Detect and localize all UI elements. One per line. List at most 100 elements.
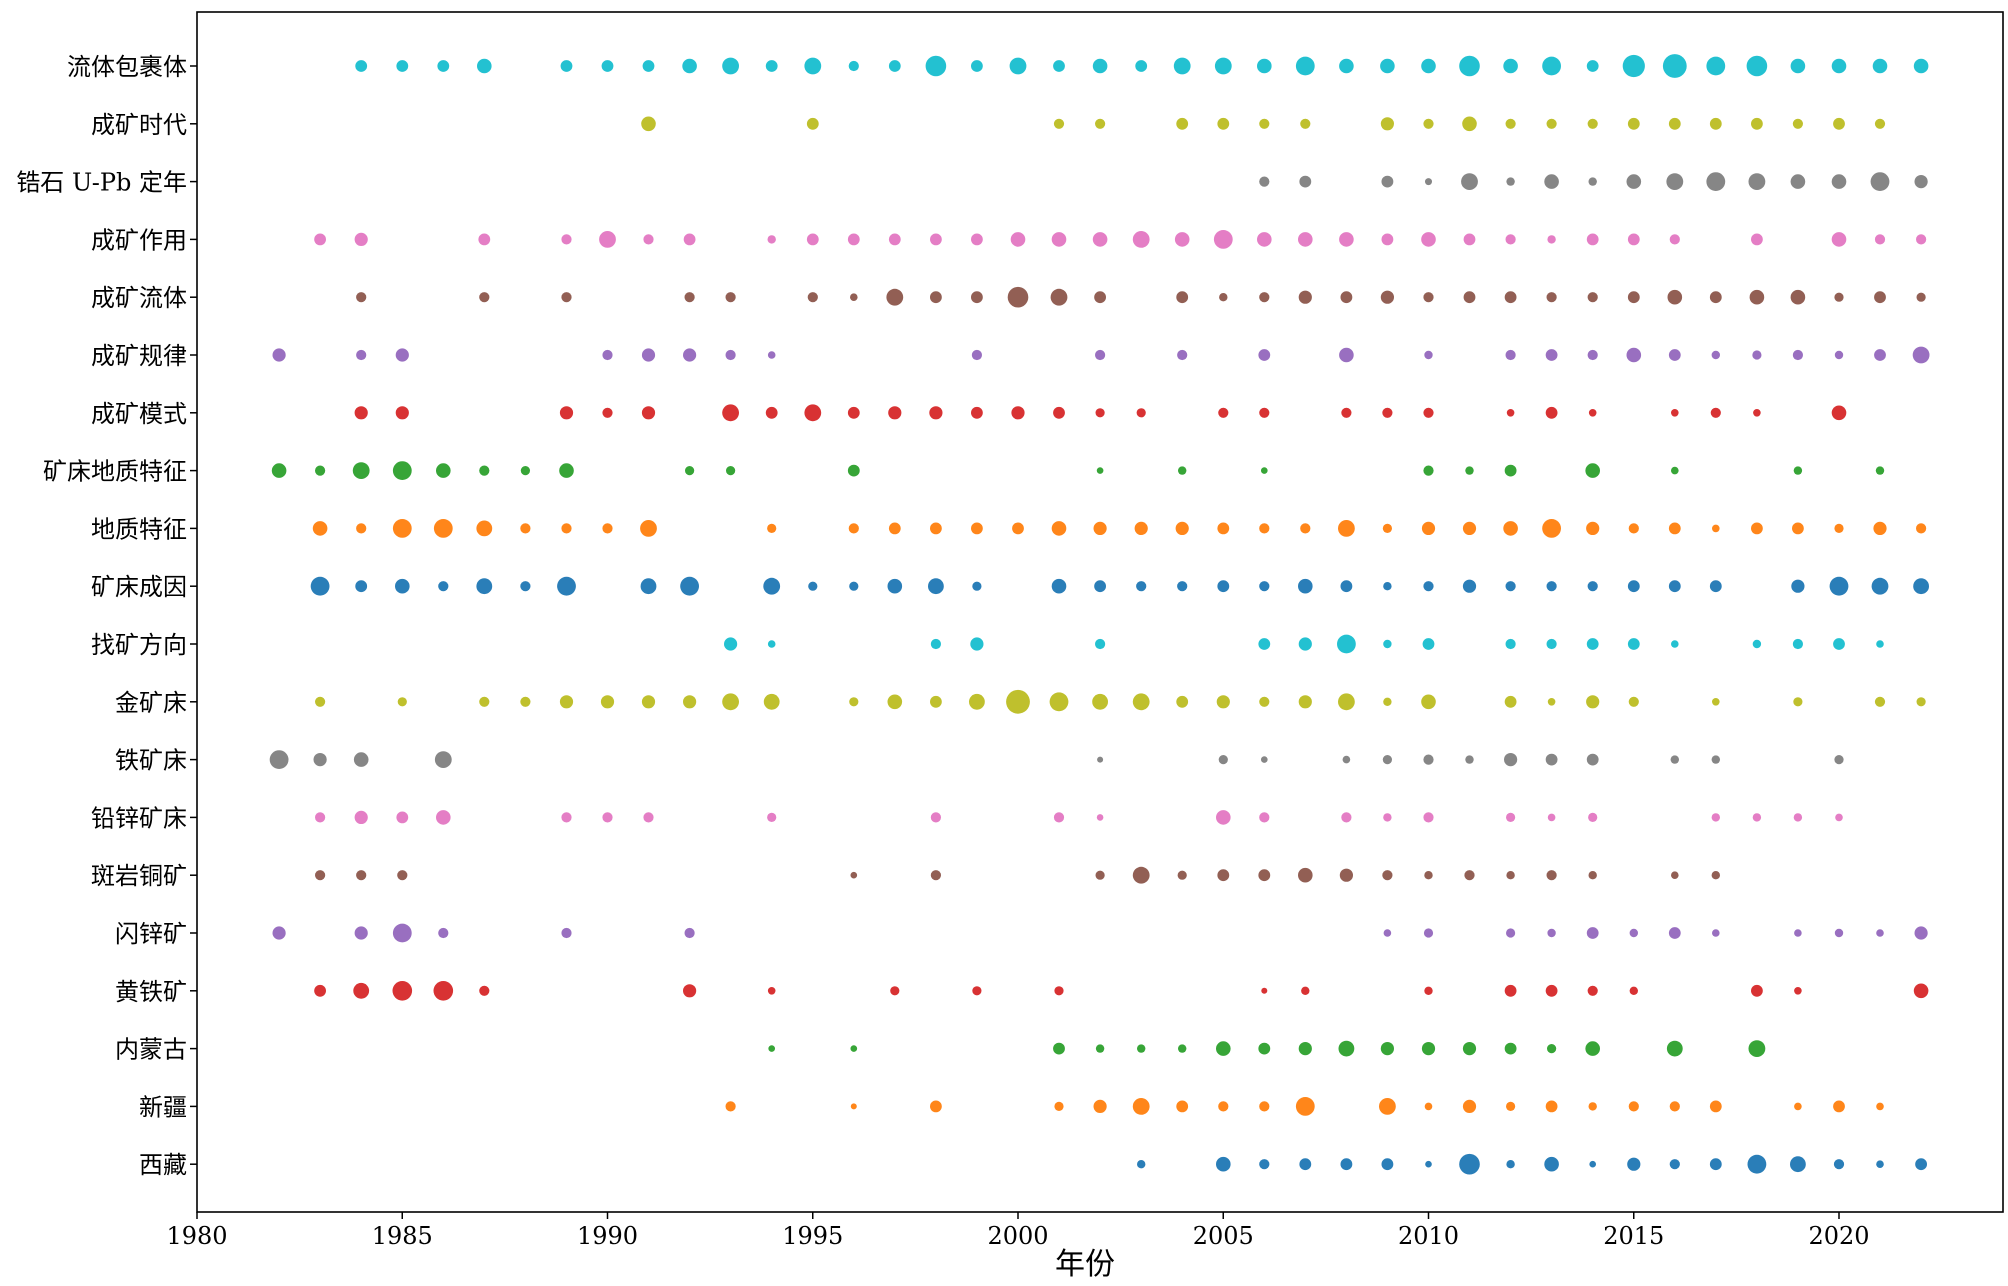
y-tick-label: 流体包裹体 [67, 53, 187, 81]
bubble-point [726, 466, 736, 476]
bubble-point [1662, 54, 1687, 78]
bubble-point [479, 985, 490, 996]
y-tick-label: 地质特征 [91, 515, 187, 543]
bubble-point [925, 55, 947, 77]
bubble-point [1628, 523, 1639, 534]
bubble-point [1709, 117, 1722, 130]
x-tick-label: 2005 [1193, 1222, 1254, 1250]
bubble-point [1423, 118, 1434, 129]
bubble-point [1341, 407, 1352, 418]
bubble-point [1339, 58, 1354, 74]
bubble-point [559, 695, 574, 709]
bubble-point [1094, 580, 1106, 593]
bubble-point [847, 406, 860, 419]
bubble-point [1545, 984, 1558, 997]
bubble-point [1176, 695, 1189, 708]
bubble-point [725, 349, 736, 361]
bubble-point [1506, 928, 1516, 938]
bubble-point [888, 60, 901, 72]
bubble-point [392, 923, 412, 943]
bubble-point [684, 292, 695, 303]
bubble-point [725, 292, 736, 303]
bubble-point [1790, 58, 1806, 74]
bubble-point [1622, 54, 1645, 78]
bubble-point [1833, 1100, 1845, 1113]
bubble-point [1175, 521, 1189, 536]
bubble-point [392, 519, 412, 538]
bubble-point [1381, 175, 1394, 188]
bubble-point [557, 576, 576, 596]
y-tick-label: 斑岩铜矿 [91, 862, 187, 890]
bubble-point [1424, 871, 1433, 880]
bubble-point [682, 58, 697, 74]
bubble-point [1506, 177, 1515, 186]
bubble-point [1051, 521, 1067, 536]
bubble-point [355, 580, 368, 593]
bubble-point [1421, 58, 1436, 74]
bubble-point [353, 752, 369, 767]
bubble-point [602, 349, 613, 361]
bubble-point [1629, 986, 1639, 995]
bubble-point [1875, 466, 1885, 475]
bubble-point [1586, 60, 1599, 72]
bubble-point [1258, 869, 1271, 882]
bubble-point [1095, 870, 1105, 880]
bubble-point [433, 519, 453, 538]
bubble-point [1752, 813, 1762, 822]
bubble-point [1913, 58, 1929, 74]
bubble-point [1914, 926, 1928, 940]
x-tick-label: 1990 [577, 1222, 638, 1250]
bubble-point [804, 57, 822, 75]
bubble-point [1383, 929, 1392, 937]
bubble-point [1916, 292, 1926, 302]
bubble-point [1380, 58, 1395, 74]
bubble-point [1628, 696, 1639, 707]
bubble-point [1587, 985, 1598, 996]
bubble-point [1423, 292, 1434, 303]
bubble-point [1671, 466, 1679, 475]
bubble-point [1505, 638, 1516, 650]
bubble-point [1546, 292, 1557, 303]
bubble-point [930, 233, 942, 246]
bubble-point [601, 60, 614, 72]
bubble-point [1627, 1157, 1641, 1171]
bubble-point [1137, 1044, 1146, 1053]
bubble-point [1711, 871, 1721, 880]
bubble-point [1054, 1101, 1064, 1111]
bubble-point [1628, 1101, 1639, 1112]
bubble-point [434, 751, 452, 768]
bubble-point [847, 464, 860, 477]
bubble-point [1339, 868, 1353, 882]
bubble-point [1794, 1102, 1802, 1111]
bubble-point [1666, 173, 1684, 191]
bubble-point [1629, 928, 1639, 938]
bubble-point [397, 697, 407, 707]
bubble-point [1298, 232, 1313, 247]
bubble-point [561, 234, 572, 245]
bubble-point [1421, 232, 1436, 247]
bubble-point [1752, 350, 1762, 360]
bubble-point [1214, 57, 1232, 75]
y-tick-label: 成矿流体 [91, 284, 187, 312]
bubble-point [1831, 58, 1847, 74]
bubble-point [1874, 696, 1886, 707]
bubble-point [1054, 986, 1064, 996]
bubble-point [1588, 409, 1597, 417]
bubble-point [1381, 233, 1394, 246]
bubble-point [1627, 291, 1640, 304]
y-tick-label: 内蒙古 [115, 1036, 187, 1064]
bubble-point [969, 693, 985, 710]
bubble-point [1833, 117, 1845, 130]
plot-area-frame [196, 11, 2004, 1213]
bubble-point [1217, 117, 1230, 130]
bubble-point [1463, 233, 1476, 246]
y-tick-label: 西藏 [139, 1151, 187, 1179]
bubble-point [849, 581, 859, 591]
bubble-point [1216, 810, 1231, 825]
bubble-point [1668, 117, 1681, 130]
bubble-point [1338, 520, 1355, 537]
bubble-point [1671, 409, 1679, 417]
bubble-point [1261, 987, 1268, 994]
bubble-point [1547, 928, 1556, 938]
bubble-point [1831, 405, 1847, 421]
